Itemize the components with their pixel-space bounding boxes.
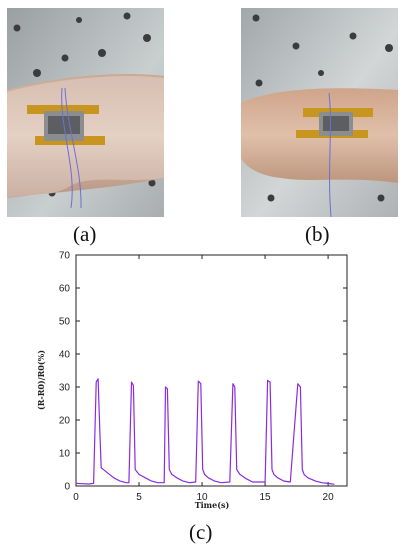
forearm-sensor-photo: [7, 8, 164, 217]
x-axis-title: Time(s): [195, 500, 230, 510]
x-tick-label: 0: [73, 492, 79, 503]
series-line-0: [75, 378, 335, 485]
y-tick-label: 30: [59, 383, 71, 394]
panel-a-label: (a): [73, 222, 97, 246]
x-tick-label: 20: [323, 492, 335, 503]
plot-frame: [75, 254, 348, 487]
x-tick-label: 10: [196, 492, 208, 503]
x-tick-label: 15: [260, 492, 272, 503]
y-tick-label: 60: [59, 284, 71, 295]
y-tick-label: 70: [59, 251, 71, 262]
wrist-sensor-photo: [241, 8, 398, 217]
y-tick-label: 20: [59, 416, 71, 427]
y-tick-label: 40: [59, 350, 71, 361]
y-tick-label: 10: [59, 449, 71, 460]
chart-panel-c: 0 10 20 30 40 50 60 70 0 5 10 15 20 (R-R0)/R0(%) Tim…: [36, 251, 348, 510]
y-tick-label: 0: [64, 482, 70, 493]
x-tick-label: 5: [136, 492, 142, 503]
y-tick-label: 50: [59, 317, 71, 328]
y-axis-title: (R-R0)/R0(%): [36, 350, 46, 410]
panel-b-label: (b): [305, 222, 330, 246]
panel-c-label: (c): [189, 520, 213, 544]
